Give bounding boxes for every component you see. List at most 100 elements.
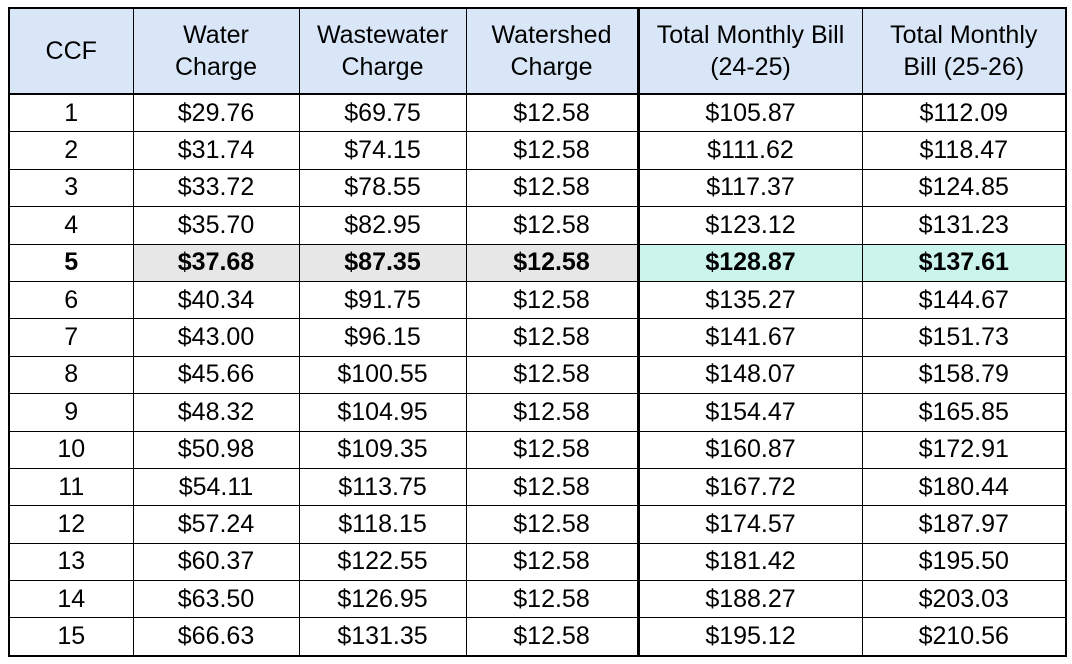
cell-watershed-charge: $12.58 <box>465 580 639 619</box>
cell-total-bill-25-26: $172.91 <box>861 430 1067 469</box>
cell-total-bill-25-26: $195.50 <box>861 542 1067 582</box>
cell-watershed-charge: $12.58 <box>465 393 639 432</box>
cell-water-charge: $54.11 <box>132 467 300 507</box>
cell-watershed-charge: $12.58 <box>465 93 639 133</box>
cell-water-charge: $45.66 <box>132 355 300 395</box>
table-row: 10 $50.98 $109.35 $12.58 $160.87 $172.91 <box>8 430 1067 469</box>
header-line: CCF <box>45 36 97 65</box>
cell-watershed-charge: $12.58 <box>465 617 639 657</box>
cell-ccf: 11 <box>8 467 134 507</box>
cell-watershed-charge: $12.58 <box>465 131 639 170</box>
cell-total-bill-25-26: $165.85 <box>861 393 1067 432</box>
table-row: 4 $35.70 $82.95 $12.58 $123.12 $131.23 <box>8 206 1067 245</box>
cell-ccf: 5 <box>8 243 134 282</box>
cell-total-bill-24-25: $135.27 <box>636 280 863 320</box>
cell-watershed-charge: $12.58 <box>465 467 639 507</box>
table-row: 6 $40.34 $91.75 $12.58 $135.27 $144.67 <box>8 280 1067 320</box>
cell-total-bill-25-26: $187.97 <box>861 505 1067 544</box>
cell-total-bill-25-26: $151.73 <box>861 318 1067 357</box>
cell-total-bill-24-25: $154.47 <box>636 393 863 432</box>
table-row: 5 $37.68 $87.35 $12.58 $128.87 $137.61 <box>8 243 1067 282</box>
cell-total-bill-24-25: $111.62 <box>636 131 863 170</box>
cell-wastewater-charge: $74.15 <box>298 131 467 170</box>
col-header-total-bill-24-25: Total Monthly Bill (24-25) <box>636 7 863 95</box>
cell-total-bill-25-26: $118.47 <box>861 131 1067 170</box>
table-row: 14 $63.50 $126.95 $12.58 $188.27 $203.03 <box>8 580 1067 619</box>
header-line: Wastewater <box>316 20 449 49</box>
cell-total-bill-24-25: $128.87 <box>636 243 863 282</box>
table-row: 7 $43.00 $96.15 $12.58 $141.67 $151.73 <box>8 318 1067 357</box>
cell-watershed-charge: $12.58 <box>465 206 639 245</box>
cell-ccf: 7 <box>8 318 134 357</box>
cell-water-charge: $43.00 <box>132 318 300 357</box>
cell-water-charge: $29.76 <box>132 93 300 133</box>
table-row: 1 $29.76 $69.75 $12.58 $105.87 $112.09 <box>8 93 1067 133</box>
table-row: 8 $45.66 $100.55 $12.58 $148.07 $158.79 <box>8 355 1067 395</box>
header-line: Total Monthly <box>890 20 1038 49</box>
table-body: 1 $29.76 $69.75 $12.58 $105.87 $112.09 2 $31.74… <box>8 93 1067 657</box>
table-row: 11 $54.11 $113.75 $12.58 $167.72 $180.44 <box>8 467 1067 507</box>
cell-wastewater-charge: $126.95 <box>298 580 467 619</box>
header-line: Water <box>183 20 249 49</box>
cell-water-charge: $66.63 <box>132 617 300 657</box>
col-header-total-bill-25-26: Total Monthly Bill (25-26) <box>861 7 1067 95</box>
header-line: Charge <box>341 53 424 81</box>
cell-total-bill-25-26: $210.56 <box>861 617 1067 657</box>
cell-wastewater-charge: $100.55 <box>298 355 467 395</box>
header-line: Charge <box>510 53 593 81</box>
cell-ccf: 2 <box>8 131 134 170</box>
header-line: (24-25) <box>710 53 791 81</box>
cell-total-bill-24-25: $160.87 <box>636 430 863 469</box>
cell-total-bill-24-25: $148.07 <box>636 355 863 395</box>
cell-wastewater-charge: $69.75 <box>298 93 467 133</box>
cell-total-bill-24-25: $174.57 <box>636 505 863 544</box>
cell-wastewater-charge: $131.35 <box>298 617 467 657</box>
cell-total-bill-25-26: $137.61 <box>861 243 1067 282</box>
cell-ccf: 14 <box>8 580 134 619</box>
cell-ccf: 15 <box>8 617 134 657</box>
cell-wastewater-charge: $82.95 <box>298 206 467 245</box>
cell-watershed-charge: $12.58 <box>465 243 639 282</box>
table-header: CCF Water Charge Wastewater Charge Water… <box>8 7 1067 95</box>
cell-water-charge: $60.37 <box>132 542 300 582</box>
cell-total-bill-25-26: $112.09 <box>861 93 1067 133</box>
cell-watershed-charge: $12.58 <box>465 168 639 208</box>
header-line: Bill (25-26) <box>903 53 1025 81</box>
cell-wastewater-charge: $118.15 <box>298 505 467 544</box>
cell-total-bill-24-25: $195.12 <box>636 617 863 657</box>
cell-total-bill-24-25: $117.37 <box>636 168 863 208</box>
cell-wastewater-charge: $109.35 <box>298 430 467 469</box>
cell-water-charge: $40.34 <box>132 280 300 320</box>
table-row: 9 $48.32 $104.95 $12.58 $154.47 $165.85 <box>8 393 1067 432</box>
cell-total-bill-25-26: $180.44 <box>861 467 1067 507</box>
cell-wastewater-charge: $96.15 <box>298 318 467 357</box>
table-row: 12 $57.24 $118.15 $12.58 $174.57 $187.97 <box>8 505 1067 544</box>
cell-wastewater-charge: $113.75 <box>298 467 467 507</box>
cell-total-bill-24-25: $141.67 <box>636 318 863 357</box>
header-line: Watershed <box>491 20 612 49</box>
cell-water-charge: $31.74 <box>132 131 300 170</box>
cell-ccf: 9 <box>8 393 134 432</box>
cell-water-charge: $50.98 <box>132 430 300 469</box>
col-header-wastewater-charge: Wastewater Charge <box>298 7 467 95</box>
header-line: Total Monthly Bill <box>656 20 845 49</box>
col-header-watershed-charge: Watershed Charge <box>465 7 639 95</box>
cell-watershed-charge: $12.58 <box>465 542 639 582</box>
cell-water-charge: $57.24 <box>132 505 300 544</box>
header-row: CCF Water Charge Wastewater Charge Water… <box>8 7 1067 95</box>
cell-total-bill-24-25: $167.72 <box>636 467 863 507</box>
cell-watershed-charge: $12.58 <box>465 505 639 544</box>
table-row: 13 $60.37 $122.55 $12.58 $181.42 $195.50 <box>8 542 1067 582</box>
cell-wastewater-charge: $87.35 <box>298 243 467 282</box>
cell-total-bill-24-25: $105.87 <box>636 93 863 133</box>
cell-water-charge: $63.50 <box>132 580 300 619</box>
cell-ccf: 6 <box>8 280 134 320</box>
table-row: 2 $31.74 $74.15 $12.58 $111.62 $118.47 <box>8 131 1067 170</box>
cell-total-bill-25-26: $203.03 <box>861 580 1067 619</box>
cell-ccf: 3 <box>8 168 134 208</box>
cell-watershed-charge: $12.58 <box>465 280 639 320</box>
col-header-water-charge: Water Charge <box>132 7 300 95</box>
cell-wastewater-charge: $78.55 <box>298 168 467 208</box>
header-line: Charge <box>175 53 257 81</box>
